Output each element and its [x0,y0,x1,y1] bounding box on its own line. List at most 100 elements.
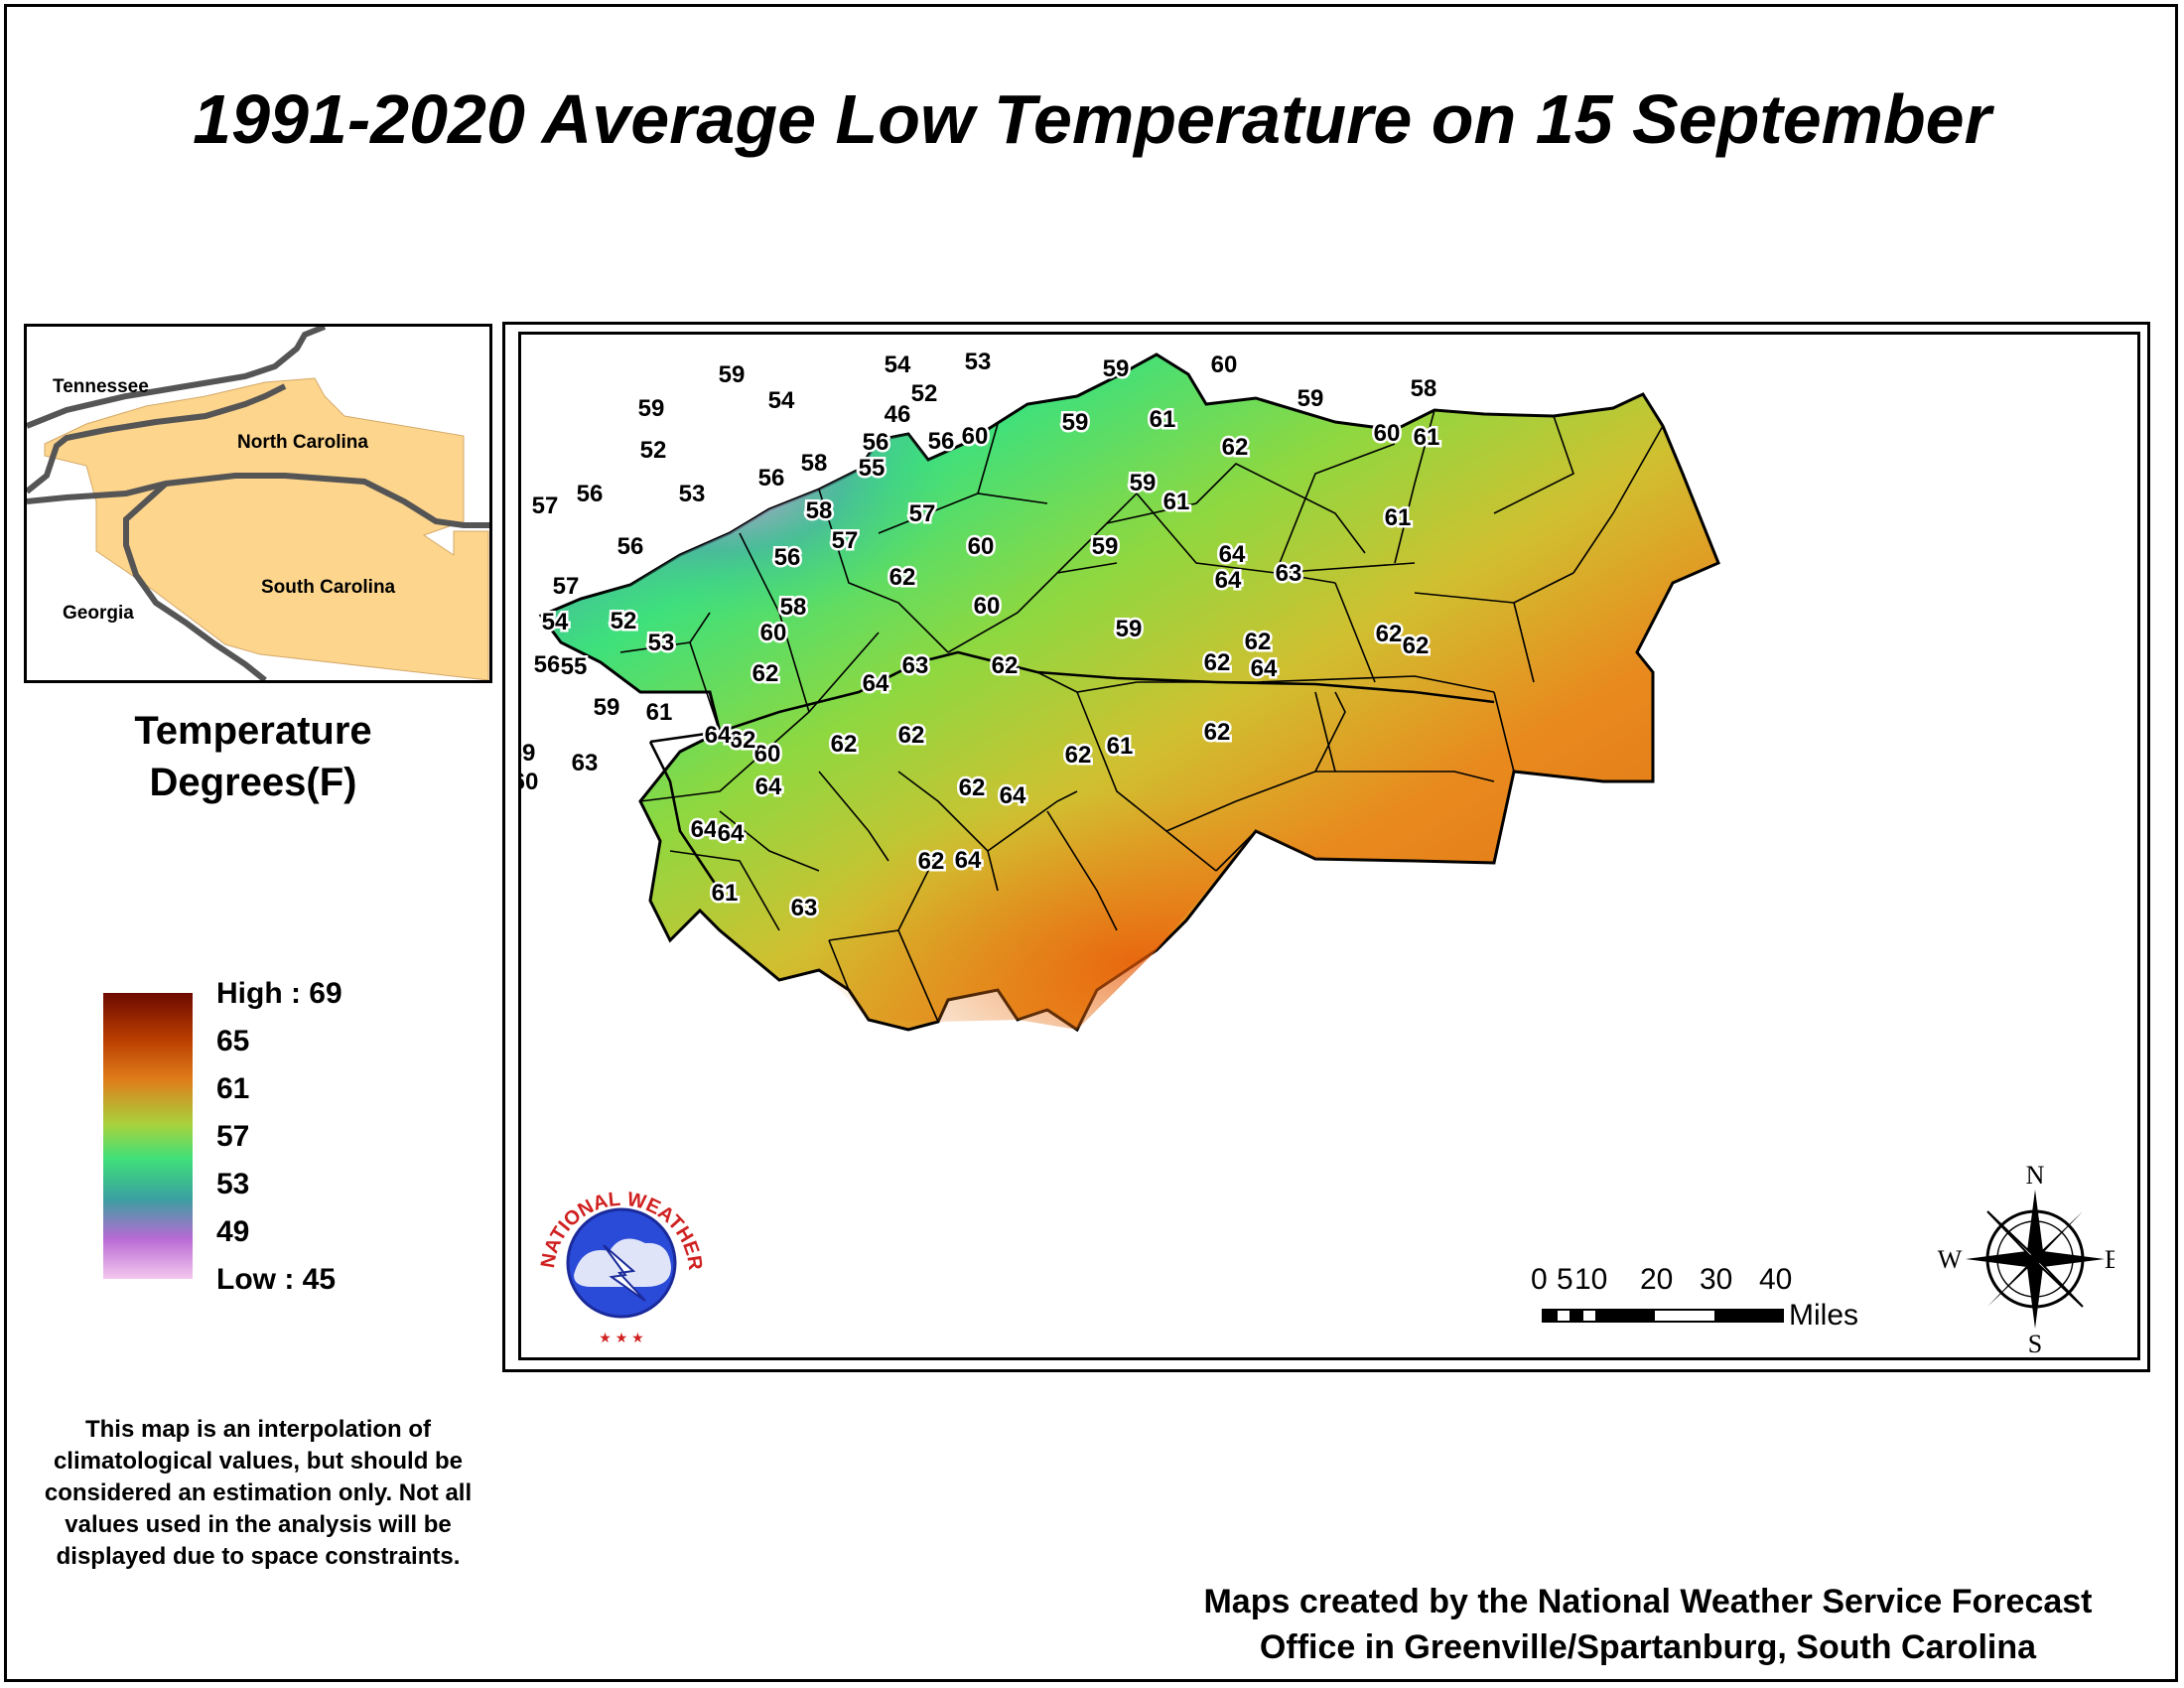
station-value-label: 63 [791,895,818,921]
scale-seg-1 [1544,1311,1558,1321]
map-panel: 5451525359605958545954524661595660566260… [518,332,2140,1360]
station-value-label: 62 [992,652,1019,679]
station-value-label: 56 [617,533,644,560]
station-value-label: 53 [679,481,706,507]
inset-state-line-ga-sc [123,481,267,680]
station-value-label: 63 [572,750,599,776]
scale-bar [1542,1309,1784,1323]
inset-nc-sc-shape [44,377,489,680]
station-value-label: 57 [553,573,580,600]
legend-tick-high: High : 69 [216,977,342,1010]
inset-svg: Tennessee North Carolina Georgia South C… [27,327,489,680]
credit-text: Maps created by the National Weather Ser… [1092,1579,2184,1670]
legend-tick-57: 57 [216,1120,250,1153]
station-value-label: 46 [885,401,911,428]
scale-num-30: 30 [1700,1263,1733,1296]
southeast-warm-overlay [720,652,1474,1030]
station-value-label: 62 [1403,633,1430,659]
legend-tick-53: 53 [216,1168,250,1200]
station-value-label: 59 [1103,355,1130,382]
legend-color-ramp [103,993,193,1279]
station-value-label: 64 [955,847,982,874]
legend-title-line1: Temperature [134,709,372,753]
legend-tick-49: 49 [216,1215,250,1248]
station-value-label: 60 [760,620,787,646]
station-value-label: 60 [1211,352,1238,378]
station-value-label: 56 [758,465,785,492]
legend-tick-61: 61 [216,1072,250,1105]
station-value-label: 63 [1276,560,1302,587]
compass-e: E [2105,1245,2115,1274]
station-value-label: 62 [918,848,945,875]
station-value-label: 64 [691,816,718,843]
station-value-label: 59 [1062,409,1089,436]
station-value-label: 54 [885,352,911,378]
station-value-label: 53 [648,630,675,656]
station-value-label: 61 [1385,504,1412,531]
station-value-label: 61 [646,699,673,726]
station-value-label: 59 [1092,533,1119,560]
station-value-label: 61 [1163,489,1190,515]
inset-label-georgia: Georgia [63,603,134,624]
station-value-label: 59 [1116,616,1143,642]
scale-bar-units: Miles [1789,1299,1859,1332]
station-value-label: 62 [1204,719,1231,746]
station-value-label: 59 [1297,385,1324,412]
station-value-label: 60 [962,423,989,450]
station-value-label: 60 [968,533,995,560]
station-value-label: 56 [534,651,561,678]
inset-state-line-tn-nc [27,383,287,494]
station-value-label: 56 [774,544,801,571]
page-frame [4,4,2178,1682]
station-value-label: 53 [965,349,992,375]
legend-title: Temperature Degrees(F) [60,705,447,808]
station-value-label: 55 [859,455,886,482]
scale-num-5: 5 [1557,1263,1573,1296]
station-value-label: 58 [1411,375,1437,402]
station-value-label: 59 [638,395,665,422]
station-value-label: 59 [521,740,535,767]
station-value-label: 64 [1000,782,1026,809]
station-value-label: 64 [718,820,745,847]
station-value-label: 54 [768,387,795,414]
credit-line2: Office in Greenville/Spartanburg, South … [1259,1628,2037,1666]
logo-stars-icon: ★ ★ ★ [599,1330,643,1345]
station-value-label: 57 [832,527,859,554]
station-value-label: 61 [1107,733,1134,760]
station-value-label: 56 [928,428,955,455]
scale-seg-5 [1595,1311,1655,1321]
station-value-label: 62 [898,722,925,749]
station-value-label: 61 [1150,406,1176,433]
station-value-label: 57 [532,492,559,519]
compass-w: W [1938,1245,1963,1274]
station-value-label: 56 [863,429,889,456]
station-value-label: 64 [863,670,889,697]
station-value-label: 64 [1215,567,1242,594]
compass-rose-icon: N S W E [1938,1161,2115,1354]
disclaimer-text: This map is an interpolation of climatol… [44,1416,473,1570]
station-value-label: 62 [1065,742,1092,769]
station-value-label: 60 [974,593,1001,620]
legend-tick-low: Low : 45 [216,1263,337,1296]
station-value-label: 62 [1376,621,1403,647]
station-value-label: 62 [730,727,756,754]
station-value-label: 61 [712,880,739,907]
compass-n: N [2026,1161,2045,1190]
station-value-label: 64 [1251,655,1278,682]
compass-s: S [2028,1330,2042,1354]
state-boundaries [648,650,1495,892]
station-value-label: 59 [1130,470,1157,496]
station-value-label: 52 [611,608,637,634]
scale-seg-4 [1583,1311,1595,1321]
map-title: 1991-2020 Average Low Temperature on 15 … [193,80,1991,158]
station-value-label: 60 [1374,420,1401,447]
inset-label-north-carolina: North Carolina [237,432,368,453]
station-value-label: 58 [801,450,828,477]
station-value-label: 64 [755,774,782,800]
scale-seg-7 [1714,1311,1782,1321]
nws-logo: NATIONAL WEATHER SERVICE ★ ★ ★ [534,1176,707,1348]
inset-state-line-tn [27,327,327,429]
inset-label-south-carolina: South Carolina [261,577,396,598]
station-value-label: 62 [1204,649,1231,676]
scale-seg-3 [1570,1311,1583,1321]
